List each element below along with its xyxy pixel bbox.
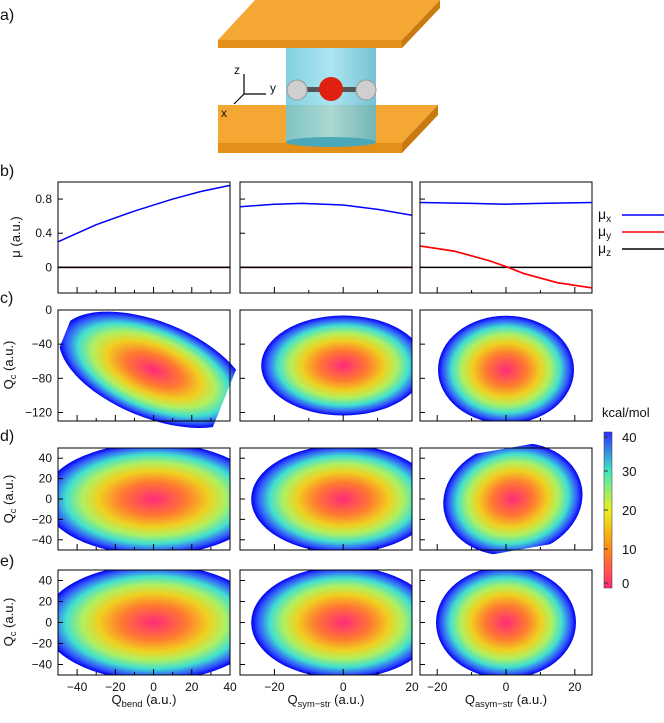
top-mirror-edge — [218, 40, 402, 48]
panel-e-3: −20 0 20 — [419, 569, 593, 694]
y-tick-label: −40 — [32, 337, 53, 351]
x-tick-label: −40 — [67, 680, 88, 694]
x-tick-label: 20 — [185, 680, 199, 694]
cylinder-base — [286, 137, 376, 147]
axes-icon — [233, 74, 266, 105]
y-tick-label: 40 — [39, 451, 53, 465]
panel-label: e) — [0, 553, 14, 570]
x-tick-label: 0 — [503, 680, 510, 694]
axis-label-z: z — [234, 63, 240, 77]
plot-frame — [57, 181, 231, 294]
energy-surface — [261, 315, 412, 416]
y-tick-label: 0 — [45, 616, 52, 630]
panel-c-1: 0 −40 −80 −120 — [25, 303, 247, 428]
y-tick-label: −120 — [25, 405, 52, 419]
energy-surface — [443, 442, 583, 556]
line-mu-x — [57, 184, 231, 243]
line-mu-x — [419, 201, 593, 205]
axis-label-x: x — [221, 106, 227, 120]
plot-frame — [419, 181, 593, 294]
x-tick-label: −20 — [105, 680, 126, 694]
axis-label-y: y — [270, 81, 276, 95]
panel-label: b) — [0, 163, 14, 180]
panel-d-2 — [239, 447, 413, 551]
energy-surface — [58, 570, 230, 675]
x-tick-label: 20 — [405, 680, 419, 694]
panel-c-3 — [419, 309, 593, 422]
energy-surface — [438, 315, 574, 421]
y-tick-label: 0 — [45, 303, 52, 317]
energy-surface — [59, 311, 247, 428]
legend-label: μx — [598, 206, 611, 225]
panel-e-2: −20 0 20 — [239, 569, 419, 694]
y-tick-label: −40 — [32, 533, 53, 547]
y-tick-label: 0 — [45, 492, 52, 506]
colorbar-label: kcal/mol — [602, 405, 650, 420]
legend-label: μz — [598, 240, 611, 259]
cavity-diagram — [218, 0, 440, 153]
y-tick-label: −40 — [32, 658, 53, 672]
y-axis-label-b: μ (a.u.) — [8, 216, 23, 257]
top-mirror-side — [402, 0, 440, 48]
y-tick-label: −80 — [32, 371, 53, 385]
plot-frame — [239, 181, 413, 294]
panel-label: c) — [0, 290, 13, 307]
y-tick-label: −20 — [32, 512, 53, 526]
y-tick-label: 40 — [39, 574, 53, 588]
y-tick-label: 0.4 — [35, 226, 52, 240]
atom-center — [319, 77, 343, 101]
energy-surface — [251, 570, 412, 675]
x-axis-label: Qbend (a.u.) — [112, 692, 177, 709]
legend-label: μy — [598, 223, 612, 242]
x-tick-label: −20 — [427, 680, 448, 694]
panel-label: a) — [0, 7, 14, 24]
x-tick-label: 40 — [223, 680, 237, 694]
colorbar-tick-label: 0 — [622, 576, 629, 591]
panel-d-3 — [419, 442, 593, 556]
x-tick-label: 0 — [150, 680, 157, 694]
y-axis-label-qc: Qc (a.u.) — [1, 341, 18, 390]
y-tick-label: −20 — [32, 637, 53, 651]
energy-surface — [436, 570, 576, 675]
x-axis-label: Qsym−str (a.u.) — [287, 692, 364, 709]
atom-left — [286, 79, 308, 101]
y-tick-label: 0.8 — [35, 192, 52, 206]
panel-c-2 — [239, 309, 413, 422]
colorbar-tick-label: 40 — [622, 430, 636, 445]
panel-e-1: −40 −20 0 20 40 −40 −20 0 20 40 — [32, 569, 237, 694]
y-tick-label: 0 — [45, 260, 52, 274]
x-tick-label: −20 — [264, 680, 285, 694]
line-mu-y — [419, 245, 593, 289]
y-axis-label-qc-e: Qc (a.u.) — [1, 598, 18, 647]
plot-frame — [57, 309, 231, 422]
y-tick-label: 20 — [39, 472, 53, 486]
y-tick-label: 20 — [39, 595, 53, 609]
panel-b-2 — [239, 181, 413, 294]
top-mirror — [218, 0, 440, 40]
bottom-mirror-side — [402, 105, 438, 153]
panel-b-1: 0 0.4 0.8 — [35, 181, 231, 294]
colorbar-tick-label: 10 — [622, 542, 636, 557]
energy-surface — [251, 448, 412, 550]
colorbar-tick-label: 30 — [622, 464, 636, 479]
x-tick-label: 20 — [568, 680, 582, 694]
x-axis-label: Qasym−str (a.u.) — [465, 692, 547, 709]
plot-frame — [239, 309, 413, 422]
x-tick-label: 0 — [340, 680, 347, 694]
panel-b-3 — [419, 181, 593, 294]
line-mu-x — [239, 202, 413, 217]
y-axis-label-qc: Qc (a.u.) — [1, 475, 18, 524]
panel-d-1: −40 −20 0 20 40 — [32, 447, 231, 551]
panel-label: d) — [0, 428, 14, 445]
energy-surface — [58, 448, 230, 550]
atom-right — [355, 79, 377, 101]
colorbar-tick-label: 20 — [622, 503, 636, 518]
